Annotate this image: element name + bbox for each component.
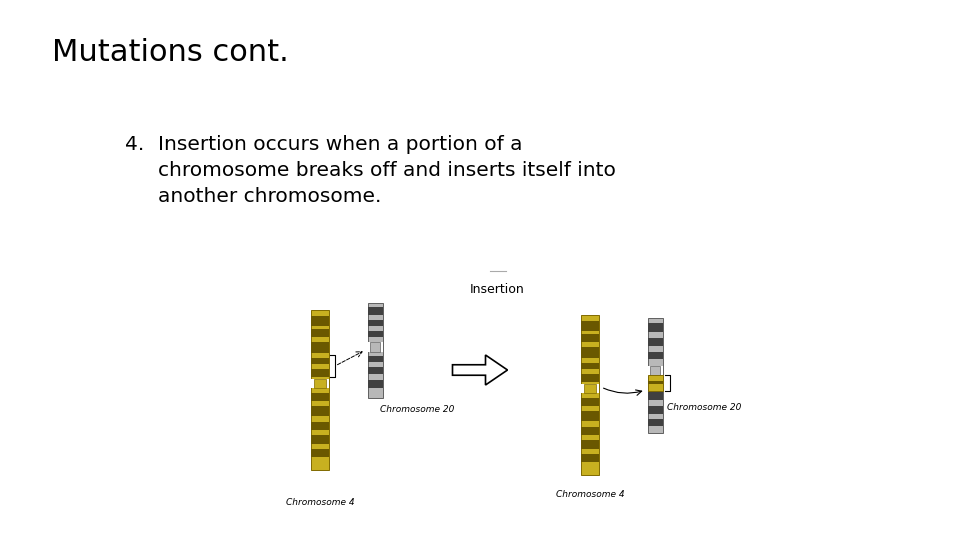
Bar — [311, 393, 329, 401]
Bar — [368, 342, 382, 351]
Bar — [368, 367, 382, 374]
Bar — [647, 366, 662, 376]
Text: Chromosome 20: Chromosome 20 — [380, 406, 454, 415]
Bar — [581, 454, 599, 462]
Bar — [311, 435, 329, 444]
Bar — [311, 369, 329, 377]
Bar — [311, 379, 329, 388]
Bar — [368, 331, 382, 337]
Text: Chromosome 20: Chromosome 20 — [667, 402, 741, 411]
Text: Chromosome 4: Chromosome 4 — [556, 490, 624, 499]
Bar — [647, 406, 662, 414]
Bar — [368, 320, 382, 326]
Bar — [647, 381, 662, 384]
Text: Chromosome 4: Chromosome 4 — [286, 498, 354, 507]
Bar — [311, 329, 329, 337]
Bar — [647, 352, 662, 359]
Bar — [581, 347, 599, 358]
Bar — [371, 342, 380, 352]
Bar — [581, 363, 599, 369]
Text: Mutations cont.: Mutations cont. — [52, 38, 289, 67]
Bar — [647, 338, 662, 346]
Bar — [311, 342, 329, 353]
Bar — [581, 398, 599, 406]
Bar — [581, 374, 599, 382]
Bar — [581, 315, 599, 475]
Bar — [581, 321, 599, 331]
Bar — [311, 316, 329, 326]
Bar — [647, 323, 662, 333]
Bar — [368, 302, 382, 397]
Bar — [647, 375, 662, 391]
Bar — [311, 449, 329, 457]
Bar — [581, 427, 599, 435]
Bar — [647, 392, 662, 400]
Bar — [311, 406, 329, 416]
Bar — [368, 342, 382, 352]
Bar — [368, 356, 382, 362]
Bar — [581, 384, 599, 394]
Bar — [647, 318, 662, 433]
Text: 4.: 4. — [125, 135, 144, 154]
Bar — [581, 334, 599, 342]
Text: Insertion: Insertion — [470, 283, 525, 296]
Bar — [311, 358, 329, 365]
Bar — [585, 384, 596, 394]
Bar — [368, 307, 382, 315]
Bar — [311, 310, 329, 470]
Bar — [647, 366, 662, 377]
FancyArrow shape — [452, 355, 508, 385]
Bar — [368, 380, 382, 388]
Text: Insertion occurs when a portion of a
chromosome breaks off and inserts itself in: Insertion occurs when a portion of a chr… — [158, 135, 616, 206]
Bar — [311, 422, 329, 430]
Bar — [581, 411, 599, 421]
Bar — [647, 418, 662, 426]
Bar — [650, 366, 660, 377]
Bar — [314, 379, 325, 388]
Bar — [581, 440, 599, 449]
